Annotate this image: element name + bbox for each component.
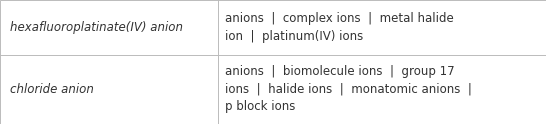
- Text: anions  |  complex ions  |  metal halide
ion  |  platinum(IV) ions: anions | complex ions | metal halide ion…: [225, 12, 454, 43]
- Text: chloride anion: chloride anion: [10, 83, 94, 96]
- Text: anions  |  biomolecule ions  |  group 17
ions  |  halide ions  |  monatomic anio: anions | biomolecule ions | group 17 ion…: [225, 65, 472, 113]
- Text: hexafluoroplatinate(IV) anion: hexafluoroplatinate(IV) anion: [10, 21, 183, 34]
